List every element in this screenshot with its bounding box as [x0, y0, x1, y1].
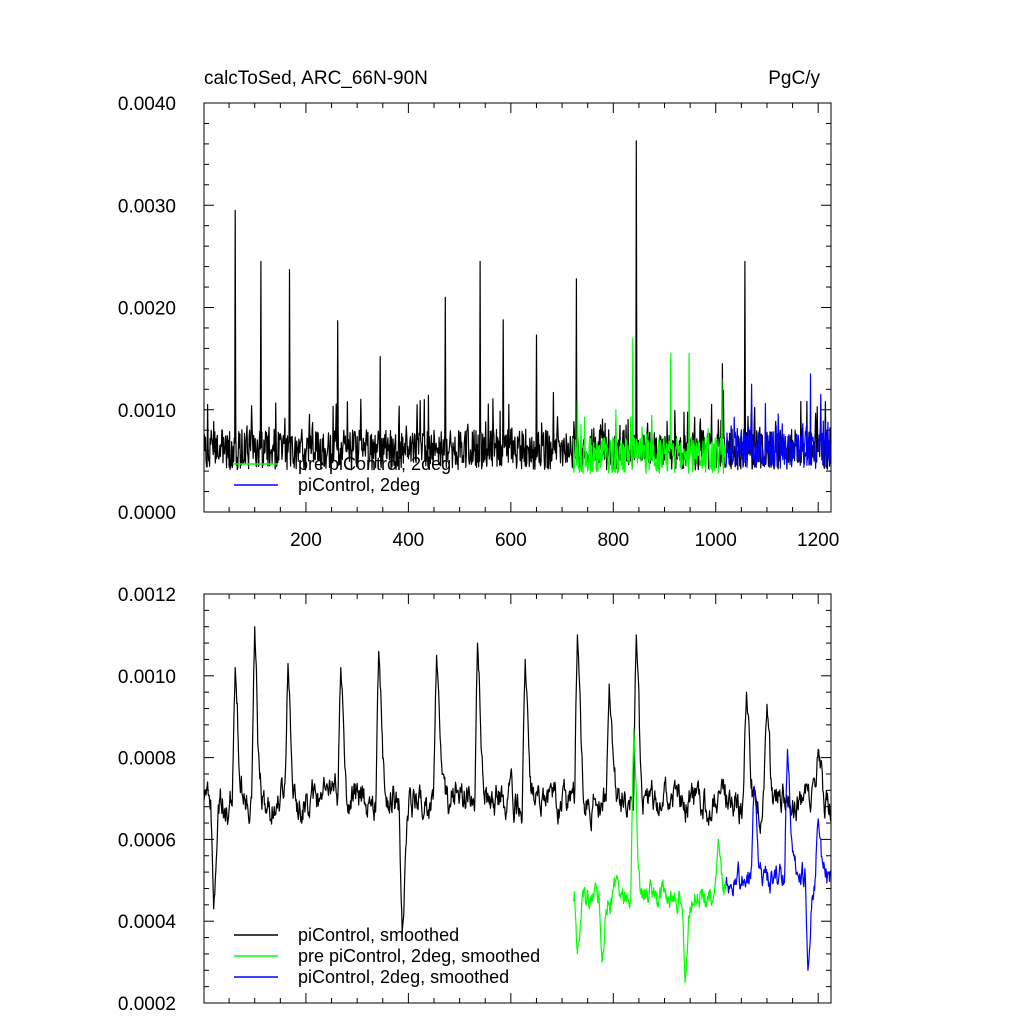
y-tick-label: 0.0002	[118, 994, 176, 1015]
y-tick-label: 0.0010	[118, 667, 176, 688]
series-line	[725, 373, 832, 469]
x-tick-label: 800	[597, 530, 629, 551]
y-tick-label: 0.0000	[118, 503, 176, 524]
top-panel-series	[203, 140, 832, 474]
series-line	[572, 728, 727, 984]
bottom-panel-frame	[203, 593, 832, 1004]
legend-label: pre piControl, 2deg	[298, 454, 451, 474]
top-panel-frame	[203, 102, 832, 513]
y-tick-label: 0.0008	[118, 749, 176, 770]
legend-label: piControl, 2deg, smoothed	[298, 967, 509, 987]
series-line	[203, 626, 832, 935]
y-tick-label: 0.0006	[118, 830, 176, 851]
y-tick-label: 0.0012	[118, 585, 176, 606]
series-line	[203, 140, 832, 471]
y-tick-label: 0.0010	[118, 401, 176, 422]
x-tick-label: 200	[290, 530, 322, 551]
x-tick-label: 400	[393, 530, 425, 551]
x-tick-label: 1200	[797, 530, 839, 551]
bottom-panel: 0.0002 0.0004 0.0006 0.0008 0.0010 0.0012 piC…	[118, 585, 832, 1015]
y-tick-label: 0.0020	[118, 299, 176, 320]
legend-label: pre piControl, 2deg, smoothed	[298, 946, 540, 966]
legend-label: piControl, smoothed	[298, 925, 459, 945]
bottom-panel-series	[203, 626, 832, 984]
series-line	[725, 748, 832, 971]
units-label: PgC/y	[768, 68, 820, 89]
y-tick-label: 0.0040	[118, 94, 176, 115]
x-tick-label: 1000	[695, 530, 737, 551]
chart-title: calcToSed, ARC_66N-90N	[204, 68, 428, 89]
series-line	[572, 337, 727, 474]
top-panel-ticks: 200 400 600 800 1000 1200 0.0000 0.0010 0.0020 0.…	[118, 94, 839, 551]
y-tick-label: 0.0004	[118, 912, 177, 933]
y-tick-label: 0.0030	[118, 196, 176, 217]
top-panel: calcToSed, ARC_66N-90N PgC/y 200 400 600 80…	[118, 68, 839, 551]
bottom-panel-ticks: 0.0002 0.0004 0.0006 0.0008 0.0010 0.0012	[118, 585, 831, 1015]
x-tick-label: 600	[495, 530, 527, 551]
legend-label: piControl, 2deg	[298, 475, 420, 495]
